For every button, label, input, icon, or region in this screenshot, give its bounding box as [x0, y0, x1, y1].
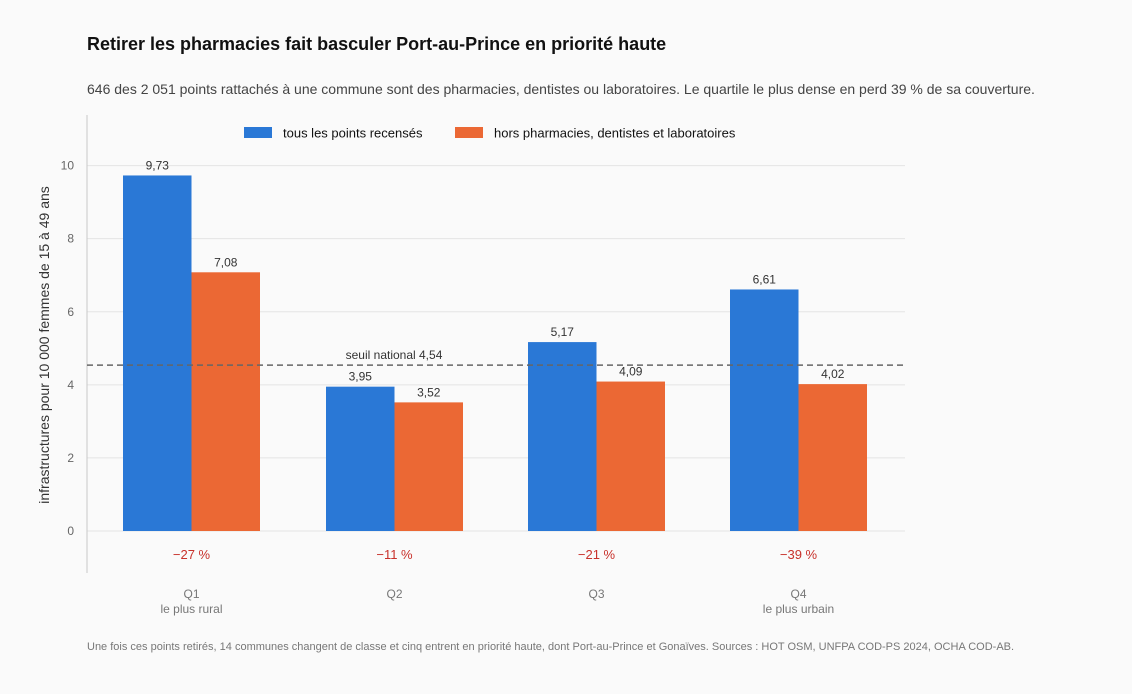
- legend: tous les points recensés hors pharmacies,…: [244, 126, 736, 141]
- bar: [191, 272, 260, 531]
- legend-label: tous les points recensés: [283, 126, 423, 141]
- y-tick-label: 2: [67, 451, 74, 465]
- legend-label: hors pharmacies, dentistes et laboratoir…: [494, 126, 736, 141]
- bar: [596, 381, 665, 531]
- bar: [123, 175, 192, 531]
- bar-value-label: 9,73: [146, 158, 170, 172]
- change-label: −11 %: [376, 547, 413, 562]
- y-tick-label: 8: [67, 232, 74, 246]
- legend-swatch: [455, 127, 483, 138]
- labels: 9,733,955,176,617,083,524,09 4,02−27 %Q1l…: [146, 158, 845, 616]
- bar-value-label: 5,17: [551, 325, 575, 339]
- x-tick-label: Q4: [790, 587, 806, 601]
- bar: [326, 386, 395, 531]
- bars: [123, 175, 867, 531]
- threshold-line-group: seuil national 4,54: [87, 348, 905, 366]
- bar-value-label: 3,52: [417, 385, 441, 399]
- bar-value-label: 4,02: [821, 367, 845, 381]
- y-tick-label: 4: [67, 378, 74, 392]
- bar-value-label: 3,95: [349, 370, 373, 384]
- chart-title: Retirer les pharmacies fait basculer Por…: [87, 34, 667, 54]
- bar: [798, 384, 867, 531]
- change-label: −39 %: [780, 547, 818, 562]
- chart-subtitle: 646 des 2 051 points rattachés à une com…: [87, 81, 1035, 97]
- bar-value-label: 4,09: [619, 365, 643, 379]
- y-tick-label: 10: [61, 159, 75, 173]
- chart-footnote: Une fois ces points retirés, 14 communes…: [87, 641, 1015, 653]
- y-axis-title: infrastructures pour 10 000 femmes de 15…: [36, 186, 52, 504]
- bar: [730, 289, 799, 531]
- bar: [528, 342, 597, 531]
- x-tick-sublabel: le plus rural: [160, 602, 222, 616]
- y-tick-label: 0: [67, 524, 74, 538]
- y-tick-label: 6: [67, 305, 74, 319]
- x-tick-label: Q2: [386, 587, 402, 601]
- x-tick-label: Q3: [588, 587, 604, 601]
- bar: [394, 402, 463, 531]
- bar-value-label: 7,08: [214, 255, 238, 269]
- change-label: −21 %: [578, 547, 616, 562]
- x-tick-label: Q1: [183, 587, 199, 601]
- legend-swatch: [244, 127, 272, 138]
- change-label: −27 %: [173, 547, 211, 562]
- threshold-label: seuil national 4,54: [346, 348, 443, 362]
- x-tick-sublabel: le plus urbain: [763, 602, 834, 616]
- axes: 0 2 4 6 8 10 infrastructures pour 10 000 femme…: [36, 115, 88, 573]
- bar-value-label: 6,61: [753, 272, 777, 286]
